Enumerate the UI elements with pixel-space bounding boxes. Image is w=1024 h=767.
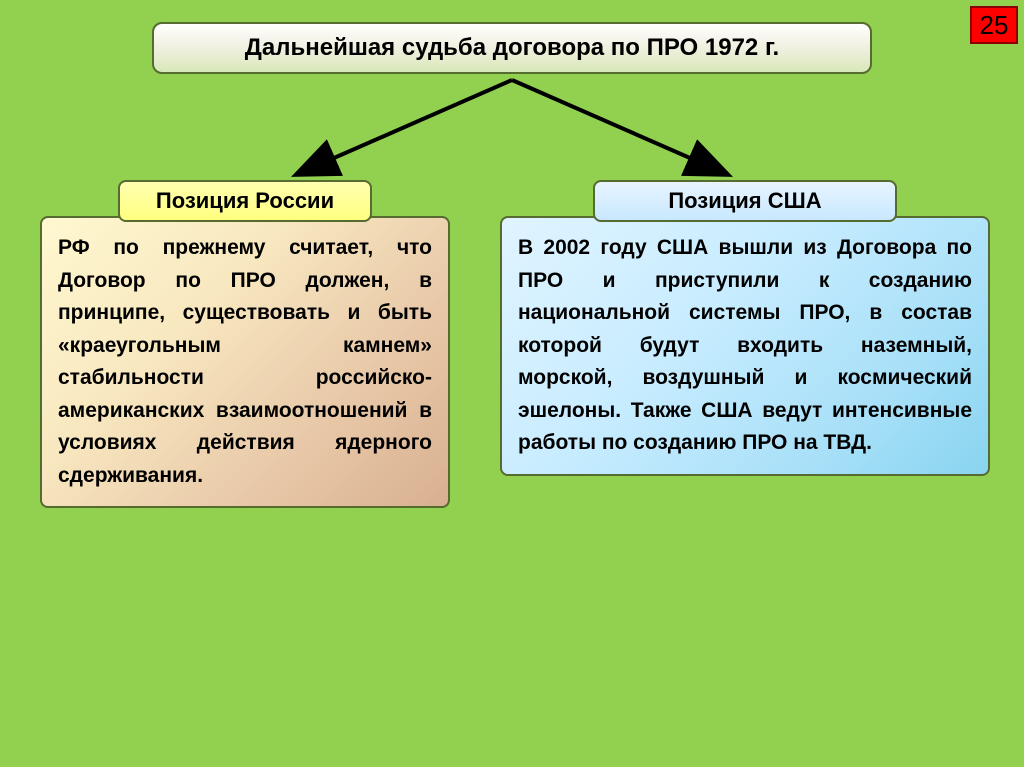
usa-column: Позиция США В 2002 году США вышли из Дог…: [500, 180, 990, 476]
usa-heading-text: Позиция США: [668, 188, 821, 213]
main-title-box: Дальнейшая судьба договора по ПРО 1972 г…: [152, 22, 872, 74]
page-number-badge: 25: [970, 6, 1018, 44]
usa-body-text: В 2002 году США вышли из Договора по ПРО…: [518, 236, 972, 454]
russia-heading-box: Позиция России: [118, 180, 372, 222]
russia-body-box: РФ по прежнему считает, что Договор по П…: [40, 216, 450, 508]
arrow-left: [302, 80, 512, 172]
arrow-right: [512, 80, 722, 172]
usa-heading-box: Позиция США: [593, 180, 897, 222]
russia-column: Позиция России РФ по прежнему считает, ч…: [40, 180, 450, 508]
russia-heading-text: Позиция России: [156, 188, 334, 213]
main-title-text: Дальнейшая судьба договора по ПРО 1972 г…: [245, 34, 779, 61]
branching-arrows: [212, 72, 812, 182]
russia-body-text: РФ по прежнему считает, что Договор по П…: [58, 236, 432, 487]
page-number-text: 25: [980, 10, 1009, 41]
usa-body-box: В 2002 году США вышли из Договора по ПРО…: [500, 216, 990, 476]
